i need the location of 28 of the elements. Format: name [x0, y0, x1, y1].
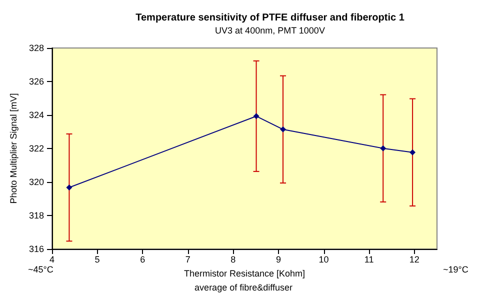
y-tick-label: 324	[28, 110, 44, 120]
x-tick-label: 10	[318, 254, 329, 264]
x-tick-label: 12	[409, 254, 420, 264]
y-tick-label: 318	[28, 210, 44, 220]
point	[380, 145, 386, 152]
x-axis-title: Thermistor Resistance [Kohm]	[184, 268, 306, 278]
x-tick-label: 7	[185, 254, 190, 264]
y-tick-label: 328	[28, 43, 44, 53]
chart-subtitle: UV3 at 400nm, PMT 1000V	[215, 26, 325, 36]
x-tick-label: 8	[230, 254, 236, 264]
text: average of fibre&diffuser	[194, 282, 292, 292]
text: ~19°C	[443, 264, 469, 274]
point	[410, 149, 416, 156]
y-tick-label: 316	[28, 244, 44, 254]
point	[66, 184, 72, 191]
x-tick-label: 11	[364, 254, 374, 264]
chart-title: Temperature sensitivity of PTFE diffuser and fiberoptic 1	[136, 12, 405, 24]
y-tick-label: 322	[28, 144, 44, 154]
y-tick-label: 326	[28, 76, 44, 86]
point	[280, 126, 286, 132]
text: ~45°C	[28, 264, 54, 274]
x-tick-label: 6	[140, 254, 146, 264]
x-tick-label: 4	[49, 254, 55, 264]
point	[253, 113, 260, 120]
x-tick-label: 9	[276, 254, 281, 264]
x-tick-label: 5	[94, 254, 100, 264]
y-axis-title: Photo Multiplier Signal [mV]	[8, 93, 19, 204]
y-tick-label: 320	[28, 177, 44, 187]
